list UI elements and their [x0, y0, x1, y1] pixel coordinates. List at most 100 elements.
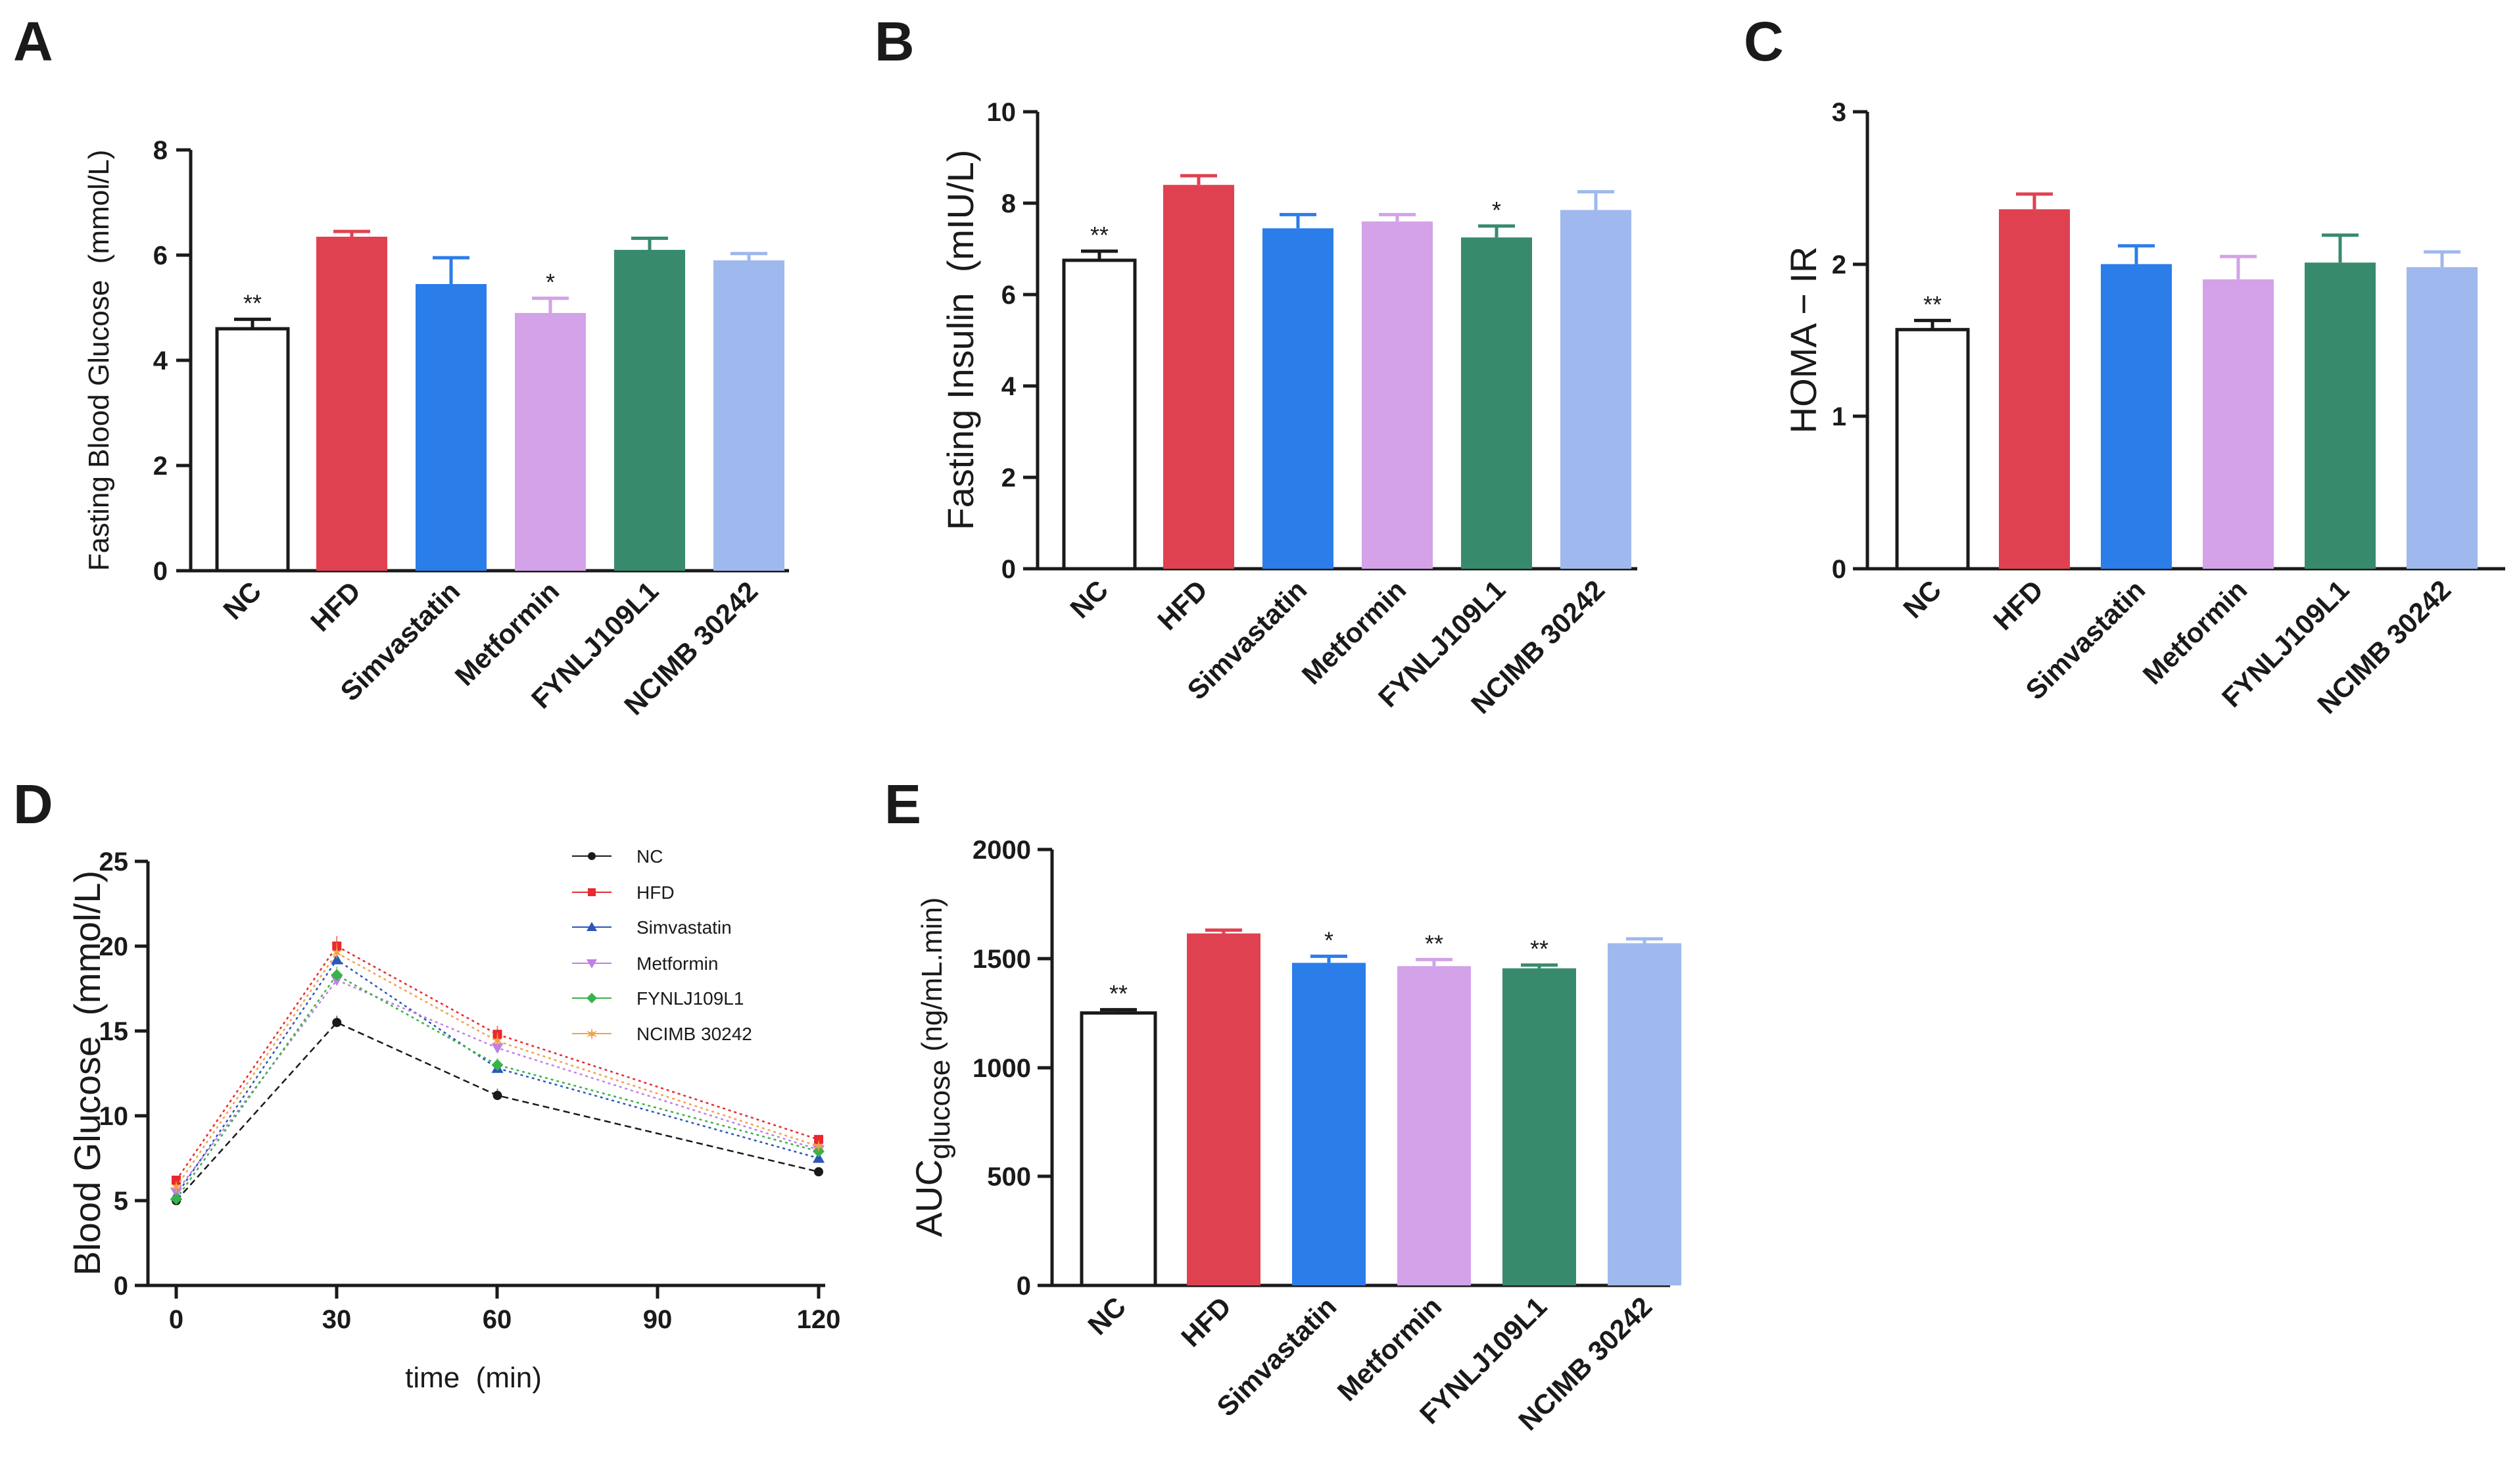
panel-e-category-labels: NC HFD Simvastatin Metformin FYNLJ109L1 …	[1082, 1291, 1658, 1436]
y-tick-label: 2000	[972, 836, 1031, 865]
y-axis-label-subscript: glucose	[924, 1060, 956, 1160]
legend-entry-hfd: HFD	[572, 882, 675, 903]
panel-label-a: A	[13, 11, 53, 72]
panel-d-x-axis-label: time (min)	[405, 1362, 542, 1394]
y-tick-label: 3	[1832, 98, 1846, 127]
bar-metformin	[1362, 221, 1433, 569]
y-tick-label: 15	[99, 1017, 129, 1046]
bar-ncimb-30242	[1560, 210, 1631, 569]
bar-fynlj109l1	[1461, 237, 1532, 569]
y-tick-label: 0	[1017, 1272, 1031, 1301]
bar-hfd	[1999, 209, 2070, 569]
bar-nc	[1062, 258, 1137, 571]
x-tick-label: 0	[169, 1305, 183, 1334]
legend-marker-nc	[588, 852, 596, 860]
panel-b-bars: ***	[1062, 174, 1631, 571]
series-point-ncimb-30242: ✶	[329, 943, 344, 963]
legend-label-nc: NC	[636, 846, 663, 867]
bar-ncimb-30242	[1608, 943, 1681, 1285]
panel-e-y-axis-label: AUCglucose (ng/mL.min)	[908, 898, 956, 1237]
panel-a: A Fasting Blood Glucose (mmol/L) 0 2 4 6…	[13, 11, 789, 721]
series-line-metformin	[176, 979, 819, 1193]
panel-a-y-axis-label: Fasting Blood Glucose (mmol/L)	[83, 150, 115, 571]
panel-c: C HOMA − IR 0 1 2 3 ** NC HFD Simvastati…	[1744, 11, 2505, 720]
legend-label-ncimb-30242: NCIMB 30242	[636, 1024, 752, 1044]
panel-a-bars: ***	[215, 229, 784, 573]
series-point-simvastatin	[813, 1152, 825, 1163]
y-tick-label: 4	[153, 347, 168, 375]
significance-metformin: **	[1425, 930, 1443, 957]
significance-fynlj109l1: **	[1530, 936, 1548, 963]
y-tick-label: 1000	[972, 1054, 1031, 1083]
series-point-metformin	[170, 1187, 182, 1199]
panel-b-category-labels: NC HFD Simvastatin Metformin FYNLJ109L1 …	[1064, 574, 1610, 719]
x-tick-label: 90	[643, 1305, 673, 1334]
bar-hfd	[316, 237, 387, 571]
panel-d-x-ticks: 0 30 60 90 120	[169, 1285, 840, 1334]
y-tick-label: 10	[99, 1102, 129, 1131]
panel-label-d: D	[13, 773, 53, 835]
legend-entry-nc: NC	[572, 846, 663, 867]
legend-marker-metformin	[587, 959, 597, 969]
panel-label-b: B	[875, 11, 915, 72]
series-point-fynlj109l1	[813, 1145, 825, 1158]
y-tick-label: 0	[1001, 555, 1016, 584]
significance-simvastatin: *	[1324, 926, 1333, 953]
y-tick-label: 20	[99, 932, 129, 961]
y-tick-label: 0	[1832, 555, 1846, 584]
category-label-nc: NC	[217, 575, 267, 625]
panel-label-e: E	[884, 773, 921, 835]
y-axis-label-unit: (ng/mL.min)	[916, 898, 948, 1060]
panel-a-category-labels: NC HFD Simvastatin Metformin FYNLJ109L1 …	[217, 575, 763, 721]
series-line-nc	[176, 1021, 819, 1201]
panel-a-y-ticks: 0 2 4 6 8	[153, 136, 191, 586]
panel-e-y-ticks: 0 500 1000 1500 2000	[972, 836, 1052, 1301]
significance-nc: **	[1923, 291, 1942, 318]
series-point-fynlj109l1	[331, 969, 343, 981]
bar-nc	[1080, 1011, 1157, 1287]
legend-entry-simvastatin: Simvastatin	[572, 917, 732, 938]
y-tick-label: 1500	[972, 945, 1031, 974]
series-point-metformin	[491, 1043, 504, 1054]
y-axis-label-main: AUC	[908, 1159, 949, 1237]
significance-nc: **	[243, 290, 262, 317]
series-point-fynlj109l1	[170, 1193, 182, 1205]
significance-metformin: *	[546, 269, 555, 296]
y-tick-label: 2	[1001, 464, 1016, 492]
legend-label-simvastatin: Simvastatin	[636, 917, 732, 938]
panel-c-category-labels: NC HFD Simvastatin Metformin FYNLJ109L1 …	[1897, 574, 2457, 719]
bar-nc	[215, 327, 290, 573]
bar-nc	[1895, 327, 1970, 571]
panel-c-y-ticks: 0 1 2 3	[1832, 98, 1867, 584]
category-label-hfd: HFD	[304, 575, 366, 637]
series-point-ncimb-30242: ✶	[491, 1031, 505, 1051]
bar-simvastatin	[1262, 228, 1333, 569]
bar-hfd	[1187, 933, 1260, 1285]
y-tick-label: 6	[153, 241, 168, 270]
bar-fynlj109l1	[614, 250, 685, 571]
bar-simvastatin	[2101, 264, 2172, 569]
series-point-hfd	[172, 1176, 181, 1185]
y-tick-label: 0	[114, 1272, 128, 1301]
category-label-hfd: HFD	[1151, 574, 1213, 636]
series-point-simvastatin	[331, 953, 343, 965]
y-tick-label: 2	[153, 452, 168, 481]
bar-metformin	[2203, 279, 2274, 569]
panel-c-y-axis-label: HOMA − IR	[1783, 247, 1824, 434]
category-label-metformin: Metformin	[1331, 1291, 1448, 1407]
category-label-nc: NC	[1064, 574, 1114, 624]
significance-nc: **	[1090, 222, 1109, 249]
y-tick-label: 5	[114, 1187, 128, 1216]
category-label-nc: NC	[1082, 1291, 1132, 1341]
y-tick-label: 1	[1832, 402, 1846, 431]
y-tick-label: 500	[987, 1162, 1031, 1191]
series-point-nc	[332, 1018, 342, 1028]
legend-entry-ncimb-30242: ✶ NCIMB 30242	[572, 1024, 752, 1044]
series-point-fynlj109l1	[491, 1059, 504, 1071]
y-tick-label: 25	[99, 848, 129, 876]
bar-metformin	[515, 313, 586, 571]
legend-marker-simvastatin	[587, 922, 597, 931]
series-point-hfd	[814, 1135, 823, 1145]
legend-entry-fynlj109l1: FYNLJ109L1	[572, 988, 744, 1009]
